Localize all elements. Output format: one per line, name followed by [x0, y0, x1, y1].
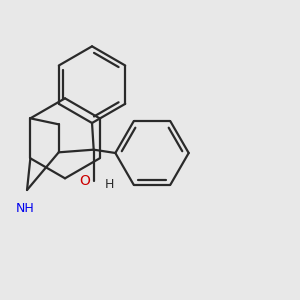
Text: NH: NH — [16, 202, 35, 215]
Text: O: O — [79, 174, 90, 188]
Text: H: H — [105, 178, 114, 191]
